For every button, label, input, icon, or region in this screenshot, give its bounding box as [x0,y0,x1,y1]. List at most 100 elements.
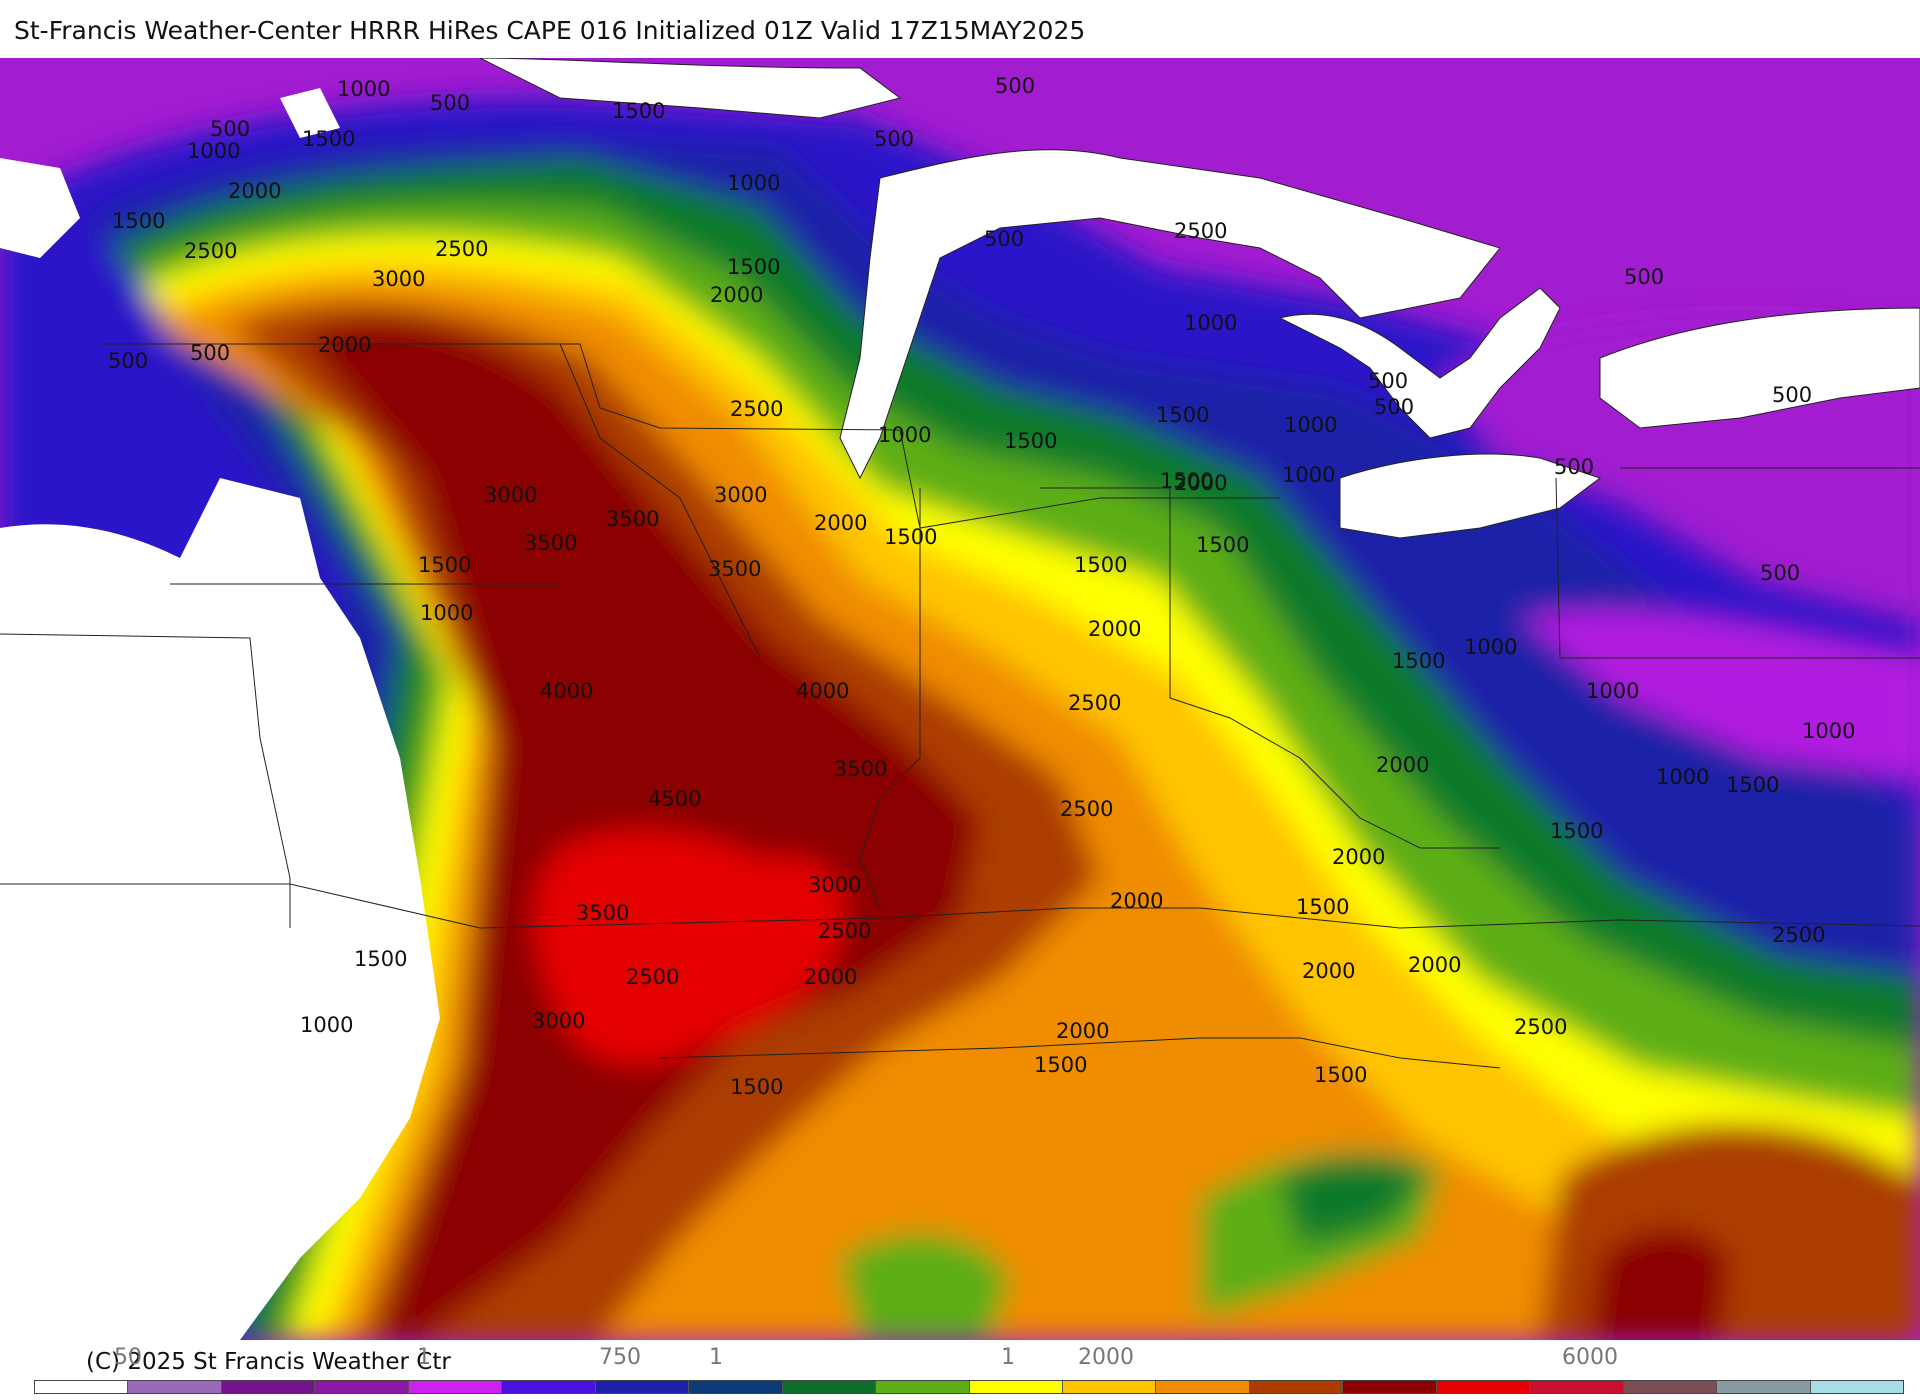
colorbar-swatch [35,1381,129,1393]
contour-label: 2500 [1060,797,1113,821]
contour-label: 1500 [1196,533,1249,557]
colorbar-swatch [502,1381,596,1393]
contour-label: 1500 [1550,819,1603,843]
contour-label: 1000 [1656,765,1709,789]
contour-label: 500 [1554,455,1594,479]
colorbar-swatch [1717,1381,1811,1393]
contour-label: 1000 [1282,463,1335,487]
contour-label: 1500 [302,127,355,151]
contour-label: 1000 [1464,635,1517,659]
contour-label: 4000 [540,679,593,703]
contour-label: 500 [190,341,230,365]
contour-label: 2000 [1110,889,1163,913]
colorbar-swatch [1623,1381,1718,1393]
contour-label: 1000 [727,171,780,195]
contour-label: 1500 [1074,553,1127,577]
map-title: St-Francis Weather-Center HRRR HiRes CAP… [14,16,1086,45]
contour-label: 3000 [484,483,537,507]
colorbar-swatch [1810,1381,1904,1393]
contour-label: 1500 [354,947,407,971]
contour-label: 500 [1374,395,1414,419]
contour-label: 1500 [1160,469,1213,493]
colorbar-tick-partial: 1 [417,1345,431,1370]
contour-label: 500 [984,227,1024,251]
colorbar-tick-6000: 6000 [1562,1345,1618,1370]
contour-label: 1500 [1034,1053,1087,1077]
cape-map: 1000 500 1500 500 1500 500 1000 2000 100… [0,58,1920,1340]
colorbar-tick-partial: 50 [114,1345,142,1370]
contour-label: 2000 [1088,617,1141,641]
contour-label: 2000 [1302,959,1355,983]
contour-label: 2000 [804,965,857,989]
contour-label: 500 [874,127,914,151]
colorbar-swatch [221,1381,316,1393]
contour-label: 2500 [626,965,679,989]
contour-label: 2500 [184,239,237,263]
contour-label: 1500 [1392,649,1445,673]
contour-label: 2000 [814,511,867,535]
colorbar-swatch [128,1381,222,1393]
contour-label: 2000 [1376,753,1429,777]
contour-label: 1000 [337,77,390,101]
colorbar-swatch [1249,1381,1344,1393]
contour-label: 1500 [727,255,780,279]
contour-label: 500 [995,74,1035,98]
great-lakes [479,58,1920,539]
contour-label: 500 [1368,369,1408,393]
contour-label: 2500 [1514,1015,1567,1039]
contour-label: 2000 [1408,953,1461,977]
contour-label: 1000 [420,601,473,625]
contour-label: 1500 [884,525,937,549]
colorbar-swatch [1062,1381,1157,1393]
contour-label: 500 [1772,383,1812,407]
contour-label: 500 [1624,265,1664,289]
no-data-region [0,478,440,1340]
colorbar-swatch [1156,1381,1250,1393]
colorbar-tick-partial: 1 [1001,1345,1015,1370]
contour-label: 500 [108,349,148,373]
contour-label: 2500 [818,919,871,943]
contour-label: 1000 [187,139,240,163]
contour-label: 1500 [418,553,471,577]
contour-label: 1000 [1802,719,1855,743]
contour-label: 3500 [576,901,629,925]
colorbar-swatch [1530,1381,1624,1393]
contour-label: 4000 [796,679,849,703]
colorbar-swatch [782,1381,877,1393]
contour-label: 3000 [808,873,861,897]
contour-label: 3500 [606,507,659,531]
contour-label: 2500 [1772,923,1825,947]
colorbar-swatch [1343,1381,1437,1393]
colorbar-swatch [1436,1381,1531,1393]
contour-label: 2000 [1056,1019,1109,1043]
colorbar-tick-2000: 2000 [1078,1345,1134,1370]
colorbar-tick-partial: 1 [709,1345,723,1370]
colorbar-swatch [689,1381,783,1393]
colorbar-swatch [876,1381,970,1393]
contour-label: 2500 [435,237,488,261]
contour-label: 1000 [878,423,931,447]
contour-label: 1500 [1314,1063,1367,1087]
contour-label: 1000 [1586,679,1639,703]
colorbar-swatch [408,1381,503,1393]
contour-label: 2500 [730,397,783,421]
colorbar-swatch [969,1381,1063,1393]
contour-label: 2000 [228,179,281,203]
contour-label: 3000 [532,1009,585,1033]
contour-label: 1000 [1284,413,1337,437]
colorbar-swatch [595,1381,690,1393]
contour-label: 1500 [1004,429,1057,453]
colorbar-tick-750: 750 [599,1345,641,1370]
cape-colorbar [34,1380,1904,1394]
contour-label: 2000 [710,283,763,307]
contour-label: 3500 [708,557,761,581]
contour-label: 500 [1760,561,1800,585]
contour-label: 2500 [1174,219,1227,243]
contour-label: 500 [210,117,250,141]
contour-label: 1500 [1726,773,1779,797]
contour-label: 3500 [524,531,577,555]
contour-label: 2500 [1068,691,1121,715]
contour-label: 500 [430,91,470,115]
state-boundaries [0,343,1920,1069]
contour-label: 2000 [1332,845,1385,869]
